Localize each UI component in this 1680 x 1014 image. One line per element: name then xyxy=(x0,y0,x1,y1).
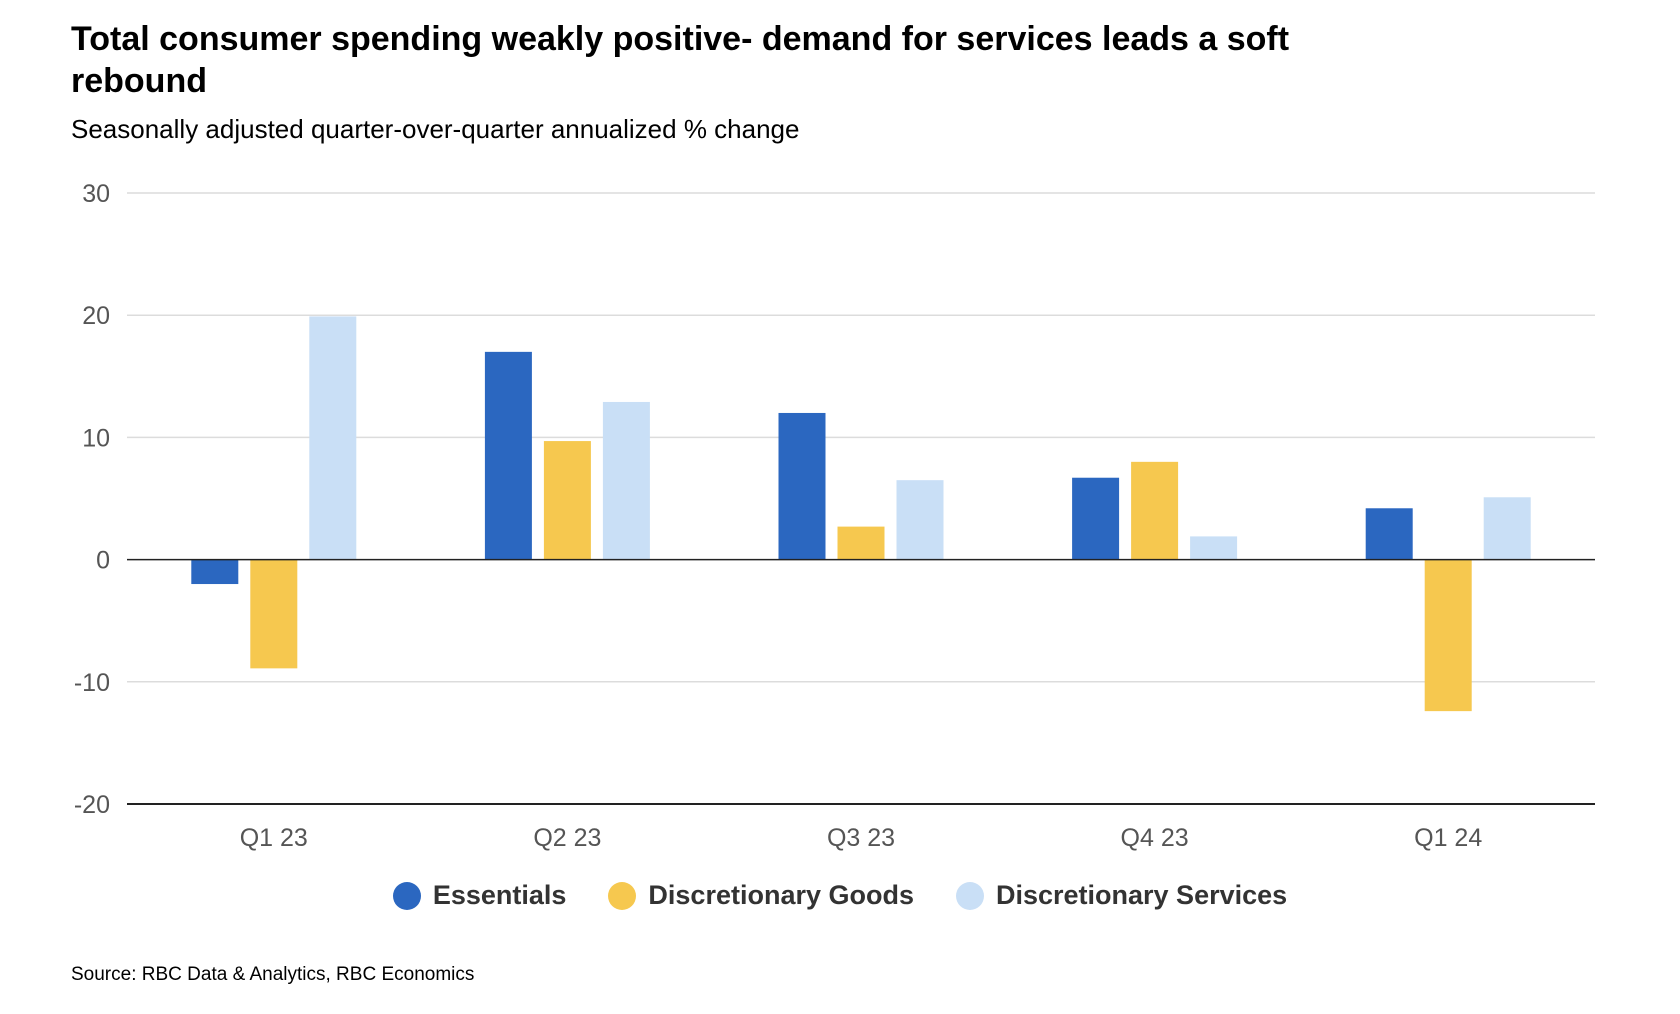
bar-essentials-4 xyxy=(1365,508,1413,560)
legend: Essentials Discretionary Goods Discretiona… xyxy=(0,880,1680,911)
chart-title: Total consumer spending weakly positive-… xyxy=(71,20,1290,100)
x-tick-label: Q1 24 xyxy=(1414,824,1482,852)
legend-label: Discretionary Services xyxy=(995,880,1288,910)
legend-item: Essentials xyxy=(392,880,567,911)
source-note: Source: RBC Data & Analytics, RBC Econom… xyxy=(71,964,475,985)
y-tick-label: 30 xyxy=(82,180,110,208)
x-tick-label: Q4 23 xyxy=(1121,824,1189,852)
x-tick-label: Q3 23 xyxy=(827,824,895,852)
x-tick-label: Q1 23 xyxy=(240,824,308,852)
bar-essentials-2 xyxy=(778,412,826,560)
legend-swatch xyxy=(608,881,637,910)
bars xyxy=(191,316,1531,712)
y-tick-label: 10 xyxy=(82,424,110,452)
y-tick-label: 0 xyxy=(96,547,110,575)
axes xyxy=(127,558,1595,805)
x-axis-ticks: Q1 23 Q2 23 Q3 23 Q4 23 Q1 24 xyxy=(240,824,1483,852)
bar-discretionary-goods-2 xyxy=(837,526,885,560)
bar-discretionary-services-2 xyxy=(896,480,944,560)
bar-discretionary-services-3 xyxy=(1190,536,1238,560)
x-tick-label: Q2 23 xyxy=(533,824,601,852)
bar-discretionary-goods-3 xyxy=(1131,461,1179,560)
legend-label: Discretionary Goods xyxy=(648,880,914,910)
y-tick-label: 20 xyxy=(82,302,110,330)
y-tick-label: -20 xyxy=(74,791,110,819)
legend-swatch xyxy=(955,881,984,910)
chart-subtitle: Seasonally adjusted quarter-over-quarter… xyxy=(71,114,800,144)
bar-essentials-3 xyxy=(1072,477,1120,560)
legend-swatch xyxy=(392,881,421,910)
bar-discretionary-goods-4 xyxy=(1424,559,1472,712)
bar-discretionary-goods-0 xyxy=(250,559,298,669)
bar-chart: 30 20 10 0 -10 -20 Q1 23 Q2 23 Q3 23 Q4 23 Q1 24 xyxy=(74,180,1595,852)
bar-discretionary-services-4 xyxy=(1483,497,1531,560)
legend-label: Essentials xyxy=(432,880,567,910)
bar-essentials-1 xyxy=(484,351,532,560)
legend-item: Discretionary Goods xyxy=(608,880,914,911)
y-axis-ticks: 30 20 10 0 -10 -20 xyxy=(74,180,110,819)
bar-discretionary-goods-1 xyxy=(543,441,591,560)
legend-item: Discretionary Services xyxy=(955,880,1288,911)
bar-discretionary-services-1 xyxy=(602,401,650,560)
y-tick-label: -10 xyxy=(74,669,110,697)
bar-discretionary-services-0 xyxy=(309,316,357,560)
bar-essentials-0 xyxy=(191,559,239,585)
gridlines xyxy=(127,192,1595,683)
